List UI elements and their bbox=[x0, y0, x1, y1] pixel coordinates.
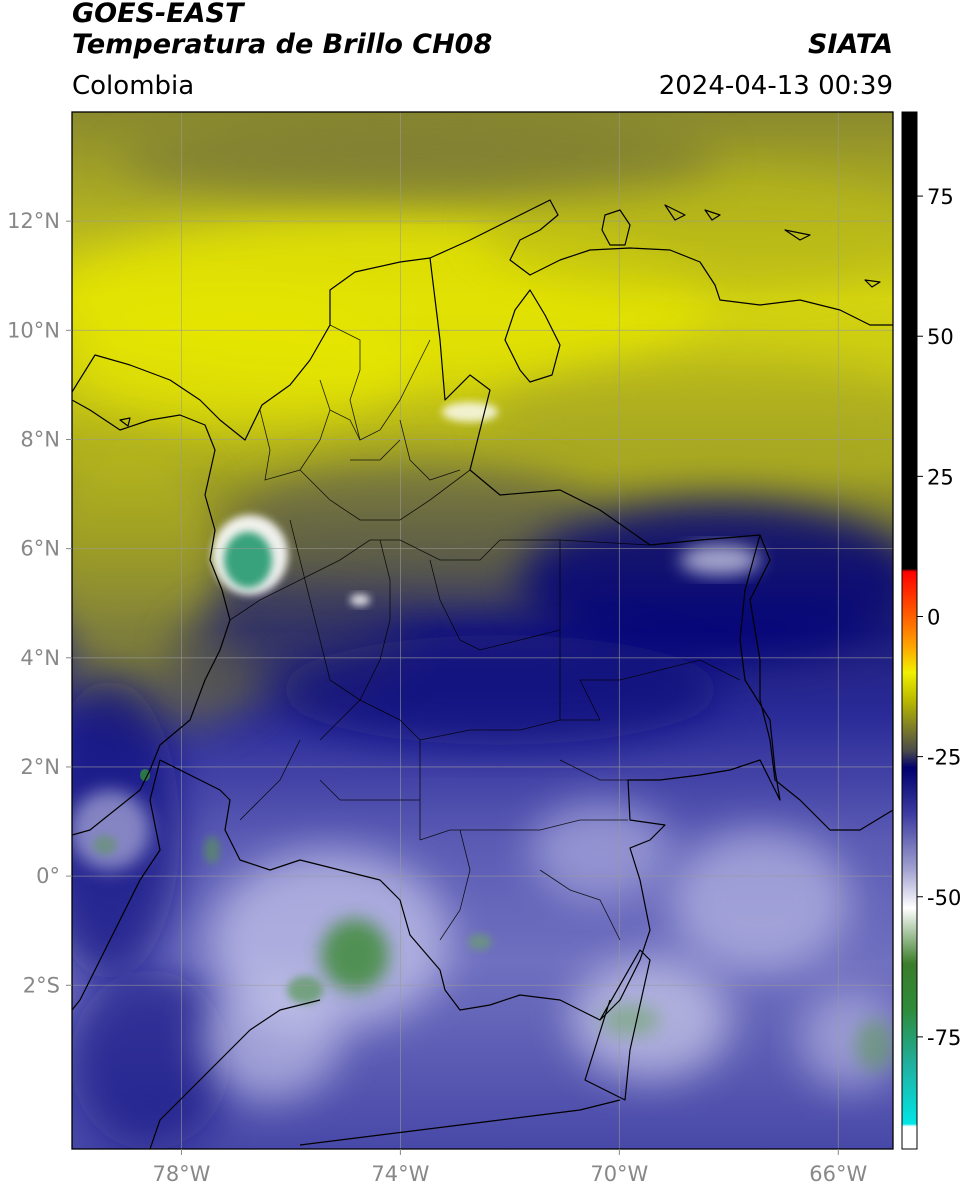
pacific-coastline bbox=[72, 494, 231, 836]
aruba-curacao-islands bbox=[601, 209, 631, 246]
colorbar-tick-label: -25 bbox=[927, 746, 961, 770]
panama-coastline bbox=[72, 399, 216, 496]
datetime-label: 2024-04-13 00:39 bbox=[658, 71, 893, 101]
lat-tick-label: 6°N bbox=[20, 537, 60, 561]
colorbar-tick-label: 25 bbox=[927, 465, 954, 489]
gridlines bbox=[72, 112, 893, 1149]
product-title: Temperatura de Brillo CH08 bbox=[72, 29, 493, 60]
lat-tick-label: 4°N bbox=[20, 646, 60, 670]
caribbean-coastline bbox=[72, 199, 893, 441]
colombia-border bbox=[159, 257, 781, 1021]
map-frame bbox=[71, 111, 894, 1150]
colorbar-tick-label: 0 bbox=[927, 605, 940, 629]
ecuador-peru-border bbox=[72, 759, 161, 1011]
lat-tick-label: 2°N bbox=[20, 755, 60, 779]
lon-tick-label: 70°W bbox=[590, 1162, 648, 1186]
department-borders bbox=[229, 324, 741, 941]
colorbar-scale bbox=[901, 111, 918, 1150]
lat-tick-label: 0° bbox=[36, 864, 60, 888]
colorbar-tick-label: 75 bbox=[927, 185, 954, 209]
colorbar-tick-label: -75 bbox=[927, 1026, 961, 1050]
region-label: Colombia bbox=[72, 71, 195, 101]
peru-southern-border bbox=[149, 999, 321, 1149]
axis-labels: 78°W 74°W 70°W 66°W 12°N 10°N 8°N 6°N 4°N 2°N 0° 2°… bbox=[7, 209, 867, 1186]
lon-tick-label: 78°W bbox=[152, 1162, 210, 1186]
peru-brazil-border bbox=[584, 949, 651, 1101]
satellite-title: GOES-EAST bbox=[72, 0, 244, 29]
brightness-temperature-field bbox=[72, 112, 893, 1149]
south-coastline bbox=[299, 1099, 621, 1146]
colorbar-tick-label: 50 bbox=[927, 325, 954, 349]
lat-tick-label: 8°N bbox=[20, 427, 60, 451]
agency-label: SIATA bbox=[807, 29, 893, 60]
colorbar: 75 50 25 0 -25 -50 -75 bbox=[901, 111, 961, 1150]
lon-tick-label: 66°W bbox=[809, 1162, 867, 1186]
colorbar-tick-label: -50 bbox=[927, 886, 961, 910]
lat-tick-label: 10°N bbox=[7, 318, 60, 342]
lake-maracaibo bbox=[504, 289, 561, 383]
lat-tick-label: 12°N bbox=[7, 209, 60, 233]
boundaries bbox=[72, 199, 893, 1149]
lon-tick-label: 74°W bbox=[371, 1162, 429, 1186]
venezuela-border bbox=[749, 534, 893, 831]
lat-tick-label: 2°S bbox=[23, 973, 60, 997]
